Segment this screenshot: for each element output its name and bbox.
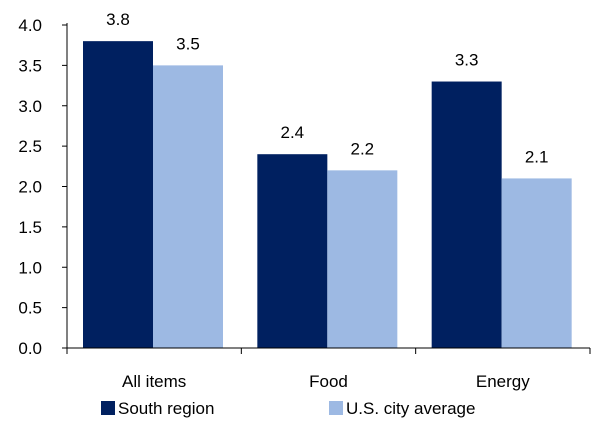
y-tick-label: 0.0 xyxy=(18,339,42,358)
data-label: 3.5 xyxy=(176,34,200,53)
data-label: 3.3 xyxy=(455,51,479,70)
y-tick-label: 3.5 xyxy=(18,56,42,75)
bar-us-city-average xyxy=(327,170,398,348)
y-tick-label: 1.5 xyxy=(18,218,42,237)
y-tick-label: 0.5 xyxy=(18,299,42,318)
y-tick-label: 3.0 xyxy=(18,97,42,116)
bar-us-city-average xyxy=(501,178,572,348)
axes xyxy=(62,23,591,354)
bar-south-region xyxy=(257,154,328,348)
data-label: 3.8 xyxy=(106,10,130,29)
legend-swatch xyxy=(329,401,343,415)
legend-swatch xyxy=(101,401,115,415)
y-tick-label: 1.0 xyxy=(18,258,42,277)
bar-south-region xyxy=(431,81,502,349)
legend-label: South region xyxy=(118,399,214,418)
y-axis-tick-labels: 0.0 0.5 1.0 1.5 2.0 2.5 3.0 3.5 4.0 xyxy=(18,16,42,358)
y-tick-label: 4.0 xyxy=(18,16,42,35)
x-category-label: All items xyxy=(122,372,186,391)
bar-south-region xyxy=(83,41,153,349)
bars xyxy=(83,41,572,349)
legend: South region U.S. city average xyxy=(101,399,475,418)
x-category-label: Energy xyxy=(476,372,530,391)
legend-label: U.S. city average xyxy=(346,399,475,418)
bar-us-city-average xyxy=(153,65,223,348)
data-label: 2.1 xyxy=(525,147,549,166)
data-labels: 3.8 3.5 2.4 2.2 3.3 2.1 xyxy=(106,10,548,166)
data-label: 2.2 xyxy=(351,139,375,158)
data-label: 2.4 xyxy=(281,123,305,142)
y-tick-label: 2.5 xyxy=(18,137,42,156)
x-axis-tick-labels: All items Food Energy xyxy=(122,372,530,391)
x-category-label: Food xyxy=(309,372,348,391)
y-tick-label: 2.0 xyxy=(18,178,42,197)
